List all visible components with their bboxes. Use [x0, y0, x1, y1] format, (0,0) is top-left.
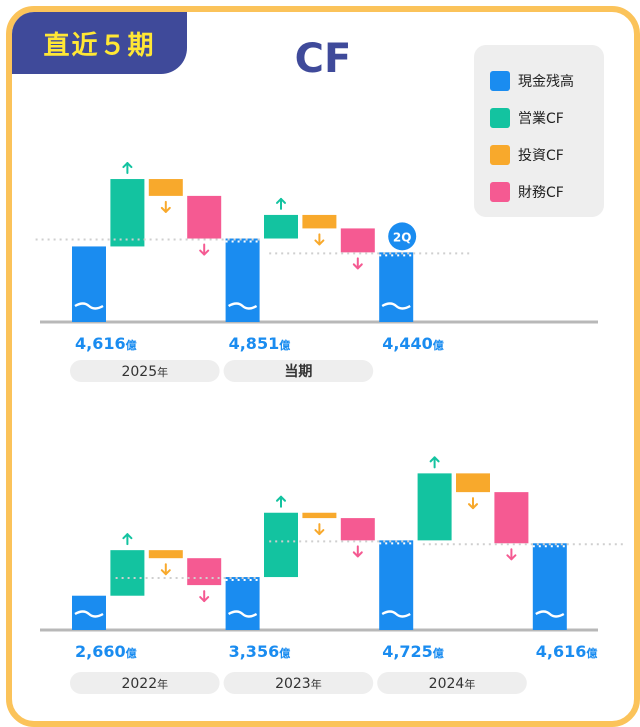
legend: 現金残高 営業CF 投資CF 財務CF: [474, 45, 604, 217]
chart-title: CF: [294, 36, 352, 82]
legend-swatch-financing: [490, 182, 510, 202]
legend-item-operating: 営業CF: [490, 106, 564, 130]
past-period-pill-2: [377, 672, 527, 694]
past-fin-arrow-down-11: [506, 548, 517, 561]
period-badge: 直近５期: [12, 12, 187, 74]
recent-cash-label-4: 4,851億: [229, 334, 291, 353]
past-cash-bar-4: [225, 577, 260, 630]
recent-inv-arrow-down-6: [314, 233, 325, 246]
legend-label-cash: 現金残高: [518, 74, 574, 90]
legend-item-investing: 投資CF: [490, 143, 564, 167]
past-cash-label-4: 3,356億: [229, 642, 291, 661]
legend-swatch-operating: [490, 108, 510, 128]
recent-period-pill-0: [70, 360, 220, 382]
past-cash-label-12: 4,616億: [536, 642, 598, 661]
recent-op-bar-5: [264, 214, 298, 239]
recent-cash-label-0: 4,616億: [75, 334, 137, 353]
past-inv-bar-6: [302, 512, 337, 519]
period-badge-label: 直近５期: [43, 30, 156, 61]
past-op-arrow-up-1: [122, 533, 133, 546]
recent-period-label-0: 2025年: [121, 364, 168, 380]
past-period-pill-0: [70, 672, 220, 694]
recent-inv-arrow-down-2: [160, 200, 171, 213]
recent-fin-bar-3: [187, 195, 222, 239]
recent-cash-break-0: [74, 302, 104, 310]
legend-label-operating: 営業CF: [518, 111, 564, 127]
recent-fin-bar-7: [340, 228, 375, 253]
past-inv-arrow-down-10: [468, 497, 478, 510]
past-fin-arrow-down-7: [352, 545, 363, 558]
past-op-bar-5: [264, 512, 298, 578]
legend-label-financing: 財務CF: [518, 185, 564, 201]
recent-inv-bar-6: [302, 214, 337, 229]
recent-period-pill-1: [223, 360, 374, 382]
past-inv-arrow-down-2: [160, 563, 171, 576]
past-period-label-2: 2024年: [429, 676, 476, 692]
past-cash-break-8: [381, 610, 411, 618]
legend-swatch-investing: [490, 145, 510, 165]
recent-cash-bar-0: [72, 246, 106, 322]
recent-period-label-1: 当期: [284, 363, 312, 380]
legend-item-cash: 現金残高: [490, 69, 574, 93]
past-fin-bar-3: [187, 558, 222, 586]
past-inv-bar-2: [148, 550, 183, 559]
recent-op-arrow-up-5: [276, 197, 286, 210]
chart-frame: 直近５期 CF 現金残高 営業CF 投資CF 財務CF: [6, 6, 640, 727]
past-op-arrow-up-5: [276, 495, 286, 508]
past-fin-bar-11: [494, 492, 529, 544]
recent-cash-bar-8: [379, 252, 414, 322]
recent-op-bar-1: [110, 179, 145, 247]
recent-cash-bar-4: [225, 238, 260, 322]
legend-label-investing: 投資CF: [518, 148, 564, 164]
legend-swatch-cash: [490, 71, 510, 91]
past-fin-arrow-down-3: [199, 590, 210, 603]
past-cash-break-0: [74, 610, 104, 618]
past-op-arrow-up-9: [429, 456, 440, 469]
legend-item-financing: 財務CF: [490, 180, 564, 204]
recent-badge-bubble: [388, 222, 417, 251]
recent-cash-label-8: 4,440億: [382, 334, 444, 353]
recent-cash-break-4: [227, 302, 258, 310]
past-period-label-0: 2022年: [121, 676, 168, 692]
recent-op-arrow-up-1: [122, 162, 133, 175]
past-fin-bar-7: [340, 518, 375, 541]
past-cash-break-12: [535, 610, 565, 618]
recent-badge-label: 2Q: [393, 230, 412, 244]
past-op-bar-1: [110, 550, 145, 596]
past-cash-label-8: 4,725億: [382, 642, 444, 661]
past-cash-bar-8: [379, 540, 414, 630]
past-cash-break-4: [227, 610, 258, 618]
recent-fin-arrow-down-7: [352, 257, 363, 270]
past-cash-bar-12: [532, 543, 567, 630]
past-op-bar-9: [417, 473, 452, 541]
past-inv-arrow-down-6: [314, 523, 325, 536]
recent-fin-arrow-down-3: [199, 243, 210, 256]
past-inv-bar-10: [456, 473, 490, 493]
past-cash-label-0: 2,660億: [75, 642, 137, 661]
past-period-pill-1: [223, 672, 374, 694]
recent-cash-break-8: [381, 302, 411, 310]
past-period-label-1: 2023年: [275, 676, 322, 692]
recent-inv-bar-2: [148, 179, 183, 196]
